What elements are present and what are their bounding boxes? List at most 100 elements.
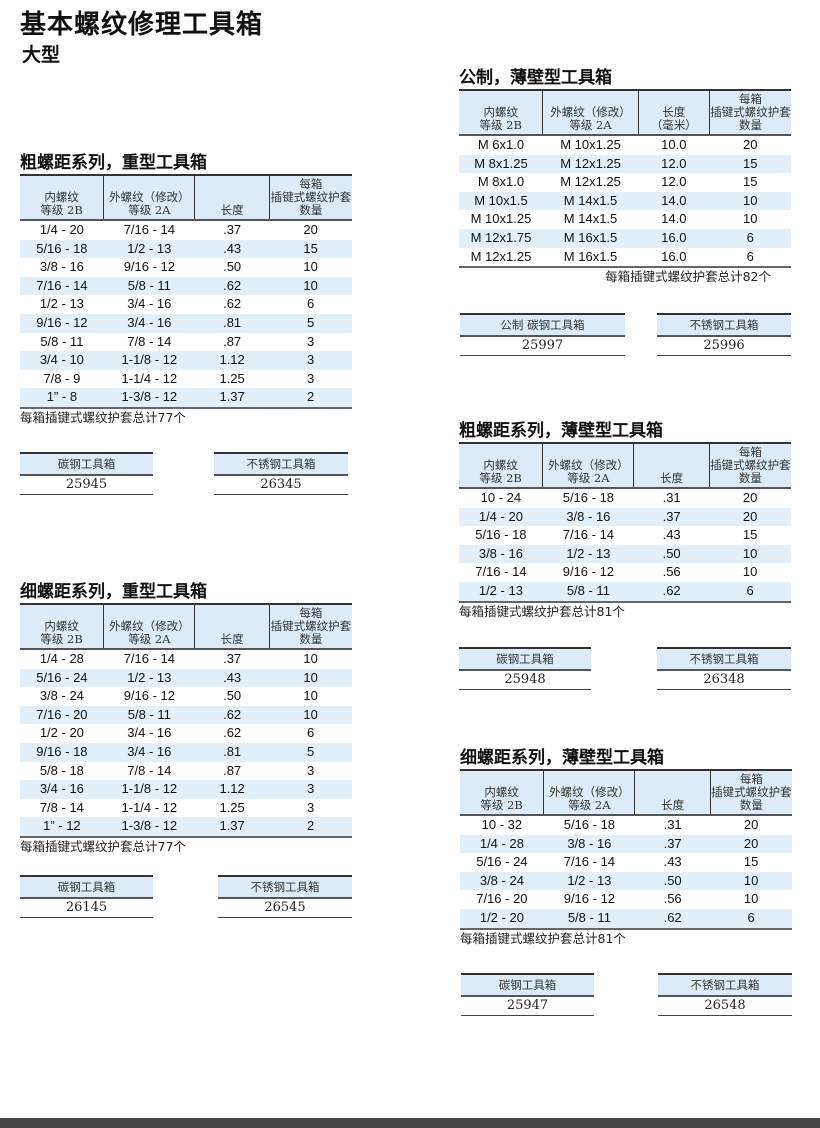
table-row: M 10x1.5 M 14x1.5 14.0 10 xyxy=(459,191,791,211)
table-cell: 9/16 - 12 xyxy=(563,891,616,907)
table-cell: 10 xyxy=(709,191,791,211)
table-cell: 6 xyxy=(746,248,754,264)
table-cell: .37 xyxy=(223,651,242,666)
table-row: M 6x1.0 M 10x1.25 10.0 20 xyxy=(459,135,791,155)
column-header: 每箱 插键式螺纹护套 数量 xyxy=(710,770,792,816)
table-cell: 3 xyxy=(307,370,315,386)
table-cell: 5/8 - 11 xyxy=(543,908,635,929)
table-cell: .37 xyxy=(223,222,242,237)
table-cell: .43 xyxy=(662,527,681,543)
table-cell: 1/2 - 13 xyxy=(543,871,635,891)
table-cell: 20 xyxy=(710,834,792,854)
table-row: 7/16 - 20 9/16 - 12 .56 10 xyxy=(460,890,792,909)
table-cell: 5/16 - 24 xyxy=(20,668,104,688)
table-cell: 14.0 xyxy=(638,191,710,211)
table-cell: 1-1/4 - 12 xyxy=(121,799,178,815)
table-cell: M 10x1.25 xyxy=(560,137,621,152)
table-row: 5/8 - 18 7/8 - 14 .87 3 xyxy=(20,762,352,781)
footer-bar xyxy=(0,1118,820,1128)
column-header: 外螺纹（修改） 等级 2A xyxy=(543,770,636,816)
table-cell: 7/16 - 14 xyxy=(20,276,104,296)
table-cell: M 14x1.5 xyxy=(563,211,618,227)
table-cell: .81 xyxy=(194,742,270,762)
part-label: 不锈钢工具箱 xyxy=(218,875,352,899)
column-header: 长度 xyxy=(194,175,270,221)
table-cell: 6 xyxy=(307,725,315,741)
column-header: 内螺纹 等级 2B xyxy=(459,443,544,489)
part-number: 26548 xyxy=(658,997,792,1016)
table-row: 10 - 24 5/16 - 18 .31 20 xyxy=(459,488,791,508)
part-label: 碳钢工具箱 xyxy=(20,452,153,476)
table-cell: 1-3/8 - 12 xyxy=(103,817,195,837)
table-cell: .43 xyxy=(194,239,270,259)
table-cell: 12.0 xyxy=(661,174,687,190)
table-row: 7/16 - 14 5/8 - 11.62 10 xyxy=(20,276,352,296)
part-number: 25997 xyxy=(460,337,625,356)
part-number: 26545 xyxy=(218,899,352,918)
table-cell: 2 xyxy=(269,388,352,408)
table-cell: 12.0 xyxy=(638,154,710,174)
table-cell: M 12x1.25 xyxy=(470,248,532,264)
table-cell: .81 xyxy=(194,313,270,333)
table-cell: 16.0 xyxy=(638,228,710,248)
section-title: 细螺距系列，重型工具箱 xyxy=(20,582,207,602)
table-cell: .87 xyxy=(223,762,242,778)
part-number-box: 碳钢工具箱 25945 xyxy=(20,452,153,495)
table-row: 3/8 - 24 9/16 - 12 .50 10 xyxy=(20,687,352,706)
table-cell: 1.12 xyxy=(194,351,270,370)
table-row: 5/16 - 24 1/2 - 13.43 10 xyxy=(20,668,352,688)
total-note: 每箱插键式螺纹护套总计77个 xyxy=(20,838,186,854)
table-row: 3/4 - 16 1-1/8 - 12 1.12 3 xyxy=(20,780,352,799)
column-header: 每箱 插键式螺纹护套 数量 xyxy=(709,90,791,136)
table-cell: .87 xyxy=(223,333,242,349)
table-cell: 10 xyxy=(269,705,352,725)
header-row: 内螺纹 等级 2B 外螺纹（修改） 等级 2A 长度 （毫米） 每箱 插键式螺纹护套 … xyxy=(459,90,791,136)
total-note: 每箱插键式螺纹护套总计82个 xyxy=(605,269,771,285)
table-row: 1/2 - 20 5/8 - 11.62 6 xyxy=(460,908,792,929)
section-title: 粗螺距系列，薄壁型工具箱 xyxy=(459,421,663,441)
table-cell: 1/4 - 20 xyxy=(39,222,84,237)
table-cell: .31 xyxy=(662,490,681,505)
part-number: 26145 xyxy=(20,899,153,918)
table-cell: 5/16 - 18 xyxy=(562,490,615,505)
table-cell: 20 xyxy=(742,490,758,505)
table-cell: 10 xyxy=(742,564,758,580)
table-cell: .62 xyxy=(223,725,242,741)
column-header: 长度 xyxy=(194,604,270,650)
part-label: 不锈钢工具箱 xyxy=(657,647,791,671)
table-cell: 7/16 - 14 xyxy=(123,651,176,666)
table-cell: .50 xyxy=(634,871,711,891)
part-number: 25945 xyxy=(20,476,153,495)
column-header: 内螺纹 等级 2B xyxy=(460,770,545,816)
part-label: 公制 碳钢工具箱 xyxy=(460,313,625,337)
table-cell: M 12x1.25 xyxy=(542,154,639,174)
table-cell: 7/8 - 9 xyxy=(43,370,81,386)
table-cell: 1/2 - 13 xyxy=(103,668,195,688)
part-number-box: 碳钢工具箱 25947 xyxy=(461,973,594,1016)
total-note: 每箱插键式螺纹护套总计81个 xyxy=(460,930,626,946)
table-row: 5/8 - 11 7/8 - 14 .87 3 xyxy=(20,333,352,352)
table-cell: 1” - 8 xyxy=(20,388,104,408)
table-cell: 1-1/8 - 12 xyxy=(103,780,195,799)
table-cell: 3/8 - 16 xyxy=(459,544,543,564)
column-header: 外螺纹（修改） 等级 2A xyxy=(542,443,635,489)
section-title: 公制，薄壁型工具箱 xyxy=(459,68,612,88)
part-number: 25948 xyxy=(459,671,591,690)
table-cell: 7/16 - 20 xyxy=(476,891,528,907)
table-cell: 9/16 - 12 xyxy=(123,688,176,704)
table-cell: 1/2 - 13 xyxy=(542,544,634,564)
table-cell: 5/8 - 18 xyxy=(39,762,84,778)
total-note: 每箱插键式螺纹护套总计81个 xyxy=(459,603,625,619)
table-cell: .56 xyxy=(662,564,681,580)
table-cell: 10 xyxy=(743,211,758,227)
table-cell: 1/2 - 20 xyxy=(39,725,84,741)
table-row: 1/2 - 20 3/4 - 16 .62 6 xyxy=(20,724,352,743)
table-row: M 8x1.25 M 12x1.25 12.0 15 xyxy=(459,154,791,174)
table-cell: .50 xyxy=(223,688,242,704)
table-cell: 7/16 - 14 xyxy=(123,222,176,237)
table-row: 3/8 - 16 1/2 - 13.50 10 xyxy=(459,544,791,564)
column-header: 外螺纹（修改） 等级 2A xyxy=(103,604,196,650)
table-cell: 10 xyxy=(303,651,318,666)
table-cell: 2 xyxy=(269,817,352,837)
table-cell: 6 xyxy=(307,296,315,312)
